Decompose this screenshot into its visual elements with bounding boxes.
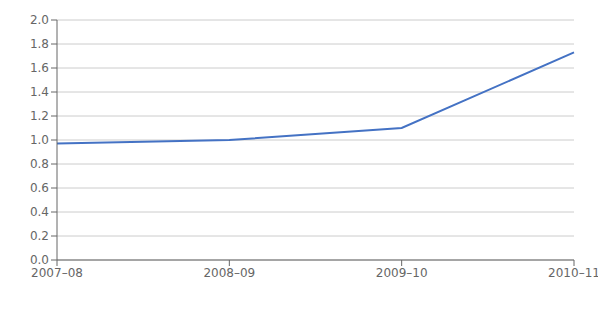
svg-text:0.2: 0.2 [30,229,49,243]
svg-text:0.0: 0.0 [30,253,49,267]
svg-text:2008–09: 2008–09 [203,266,255,280]
svg-text:1.8: 1.8 [30,37,49,51]
svg-text:2010–11: 2010–11 [548,266,598,280]
svg-text:1.2: 1.2 [30,109,49,123]
svg-text:0.6: 0.6 [30,181,49,195]
svg-text:0.8: 0.8 [30,157,49,171]
svg-text:0.4: 0.4 [30,205,49,219]
svg-text:1.0: 1.0 [30,133,49,147]
svg-text:1.4: 1.4 [30,85,49,99]
svg-text:2007–08: 2007–08 [31,266,83,280]
svg-text:1.6: 1.6 [30,61,49,75]
svg-text:2.0: 2.0 [30,13,49,27]
svg-text:2009–10: 2009–10 [376,266,428,280]
